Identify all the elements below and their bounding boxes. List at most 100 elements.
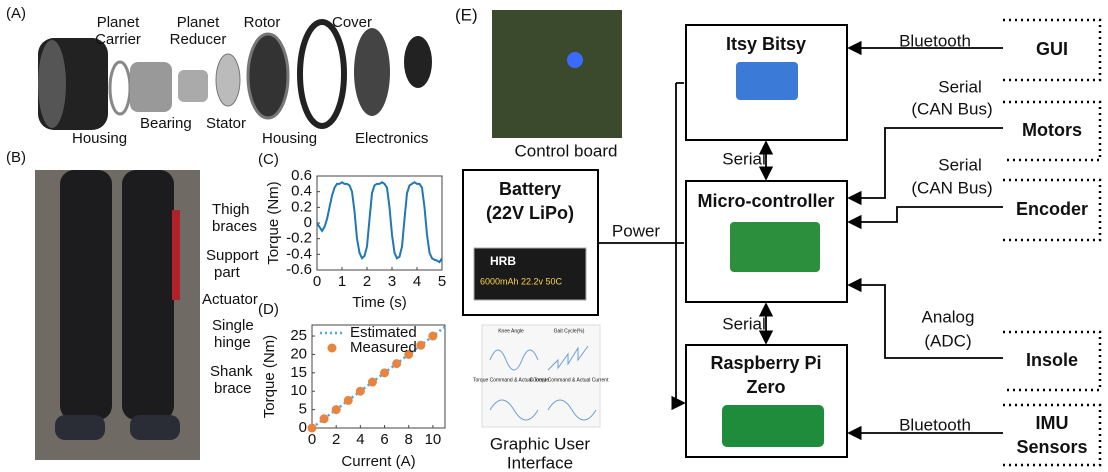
- data-point: [307, 423, 317, 433]
- data-point: [343, 395, 353, 405]
- part-label: Housing: [262, 130, 317, 147]
- device-label: Sensors: [1016, 437, 1087, 457]
- y-tick-label: 10: [290, 382, 307, 399]
- edge-label: (CAN Bus): [911, 99, 992, 118]
- cover-part: [404, 36, 432, 88]
- edge-label: Analog: [922, 307, 975, 326]
- part-label: Rotor: [244, 14, 281, 31]
- part-label: Support: [206, 247, 259, 264]
- part-label: Actuator: [202, 291, 258, 308]
- legend-marker: [327, 343, 337, 353]
- board-photo: [736, 62, 798, 100]
- x-axis-label: Time (s): [352, 294, 406, 311]
- shoe: [55, 415, 105, 440]
- caption: Control board: [514, 141, 617, 160]
- battery-text: HRB: [490, 254, 516, 268]
- data-point: [355, 386, 365, 396]
- x-tick-label: 0: [313, 273, 321, 290]
- gui-text: Torque Command & Actual Torque: [473, 377, 549, 383]
- gui-text: Knee Angle: [498, 328, 524, 334]
- part-label: braces: [212, 218, 257, 235]
- rotor-part: [246, 32, 290, 120]
- x-tick-label: 4: [413, 273, 421, 290]
- axis-box: [311, 324, 446, 429]
- arrow: [676, 82, 684, 403]
- x-tick-label: 2: [363, 273, 371, 290]
- data-point: [380, 368, 390, 378]
- box-title: Zero: [746, 377, 785, 397]
- data-point: [392, 359, 402, 369]
- panel-label: (E): [455, 5, 478, 24]
- brace: [172, 210, 180, 300]
- part-label: Planet: [177, 14, 220, 31]
- box-title: (22V LiPo): [486, 203, 574, 223]
- arrow: [847, 127, 1003, 206]
- edge-label: Serial: [938, 77, 981, 96]
- y-axis-label: Torque (Nm): [265, 181, 282, 264]
- edge-label: Serial: [722, 314, 765, 333]
- itsy-box: [685, 24, 848, 141]
- y-tick-label: 20: [290, 345, 307, 362]
- housing-face: [38, 40, 66, 128]
- edge-label: Serial: [722, 149, 765, 168]
- y-tick-label: 15: [290, 364, 307, 381]
- battery-text: 6000mAh 22.2v 50C: [480, 276, 563, 286]
- gui-text: Gait Cycle(%): [554, 328, 585, 334]
- arrow: [847, 206, 1003, 230]
- carrier-part: [130, 62, 172, 112]
- legend-label: Measured: [350, 339, 417, 356]
- y-tick-label: 0.2: [291, 198, 312, 215]
- box-title: Micro-controller: [697, 191, 834, 211]
- y-tick-label: 0: [299, 419, 307, 436]
- leg: [60, 170, 112, 420]
- y-tick-label: 25: [290, 327, 307, 344]
- gui-text: Current Command & Actual Current: [530, 377, 610, 383]
- gui-screenshot: [481, 324, 601, 428]
- caption: Interface: [507, 453, 573, 472]
- data-point: [404, 349, 414, 359]
- part-label: Planet: [97, 14, 140, 31]
- arrow: [847, 277, 1003, 359]
- data-line: [316, 181, 443, 264]
- panel-label: (A): [6, 5, 26, 22]
- electronics-part: [354, 28, 390, 116]
- part-label: Thigh: [212, 201, 250, 218]
- part-label: Reducer: [170, 31, 227, 48]
- control-board-photo: [492, 10, 622, 138]
- x-tick-label: 3: [388, 273, 396, 290]
- panel-e: (E) Control board Battery (22V LiPo) HRB…: [455, 5, 1102, 472]
- edge-label: Power: [612, 221, 661, 240]
- data-point: [331, 405, 341, 415]
- edge-label: (CAN Bus): [911, 178, 992, 197]
- part-label: part: [214, 264, 241, 281]
- panel-label: (D): [258, 301, 279, 318]
- x-tick-label: 8: [405, 431, 413, 448]
- panel-label: (C): [258, 151, 279, 168]
- part-label: brace: [214, 380, 252, 397]
- y-tick-label: -0.4: [286, 245, 312, 262]
- y-tick-label: 5: [299, 401, 307, 418]
- shoe: [130, 415, 180, 440]
- x-tick-label: 0: [308, 431, 316, 448]
- x-tick-label: 6: [380, 431, 388, 448]
- panel-label: (B): [6, 149, 26, 166]
- data-point: [428, 331, 438, 341]
- edge-label: Serial: [938, 155, 981, 174]
- legend-label: Estimated: [350, 324, 417, 341]
- x-tick-label: 4: [356, 431, 364, 448]
- edge-label: Bluetooth: [899, 415, 971, 434]
- part-label: hinge: [214, 334, 251, 351]
- x-axis-label: Current (A): [341, 453, 415, 470]
- x-tick-label: 1: [338, 273, 346, 290]
- y-axis-label: Torque (Nm): [261, 335, 278, 418]
- micro-box: [685, 180, 848, 303]
- y-tick-label: 0: [304, 214, 312, 231]
- data-point: [319, 414, 329, 424]
- data-point: [416, 340, 426, 350]
- part-label: Cover: [332, 14, 372, 31]
- x-tick-label: 5: [438, 273, 446, 290]
- x-tick-label: 10: [425, 431, 442, 448]
- part-label: Housing: [72, 130, 127, 147]
- housing-ring: [297, 19, 347, 129]
